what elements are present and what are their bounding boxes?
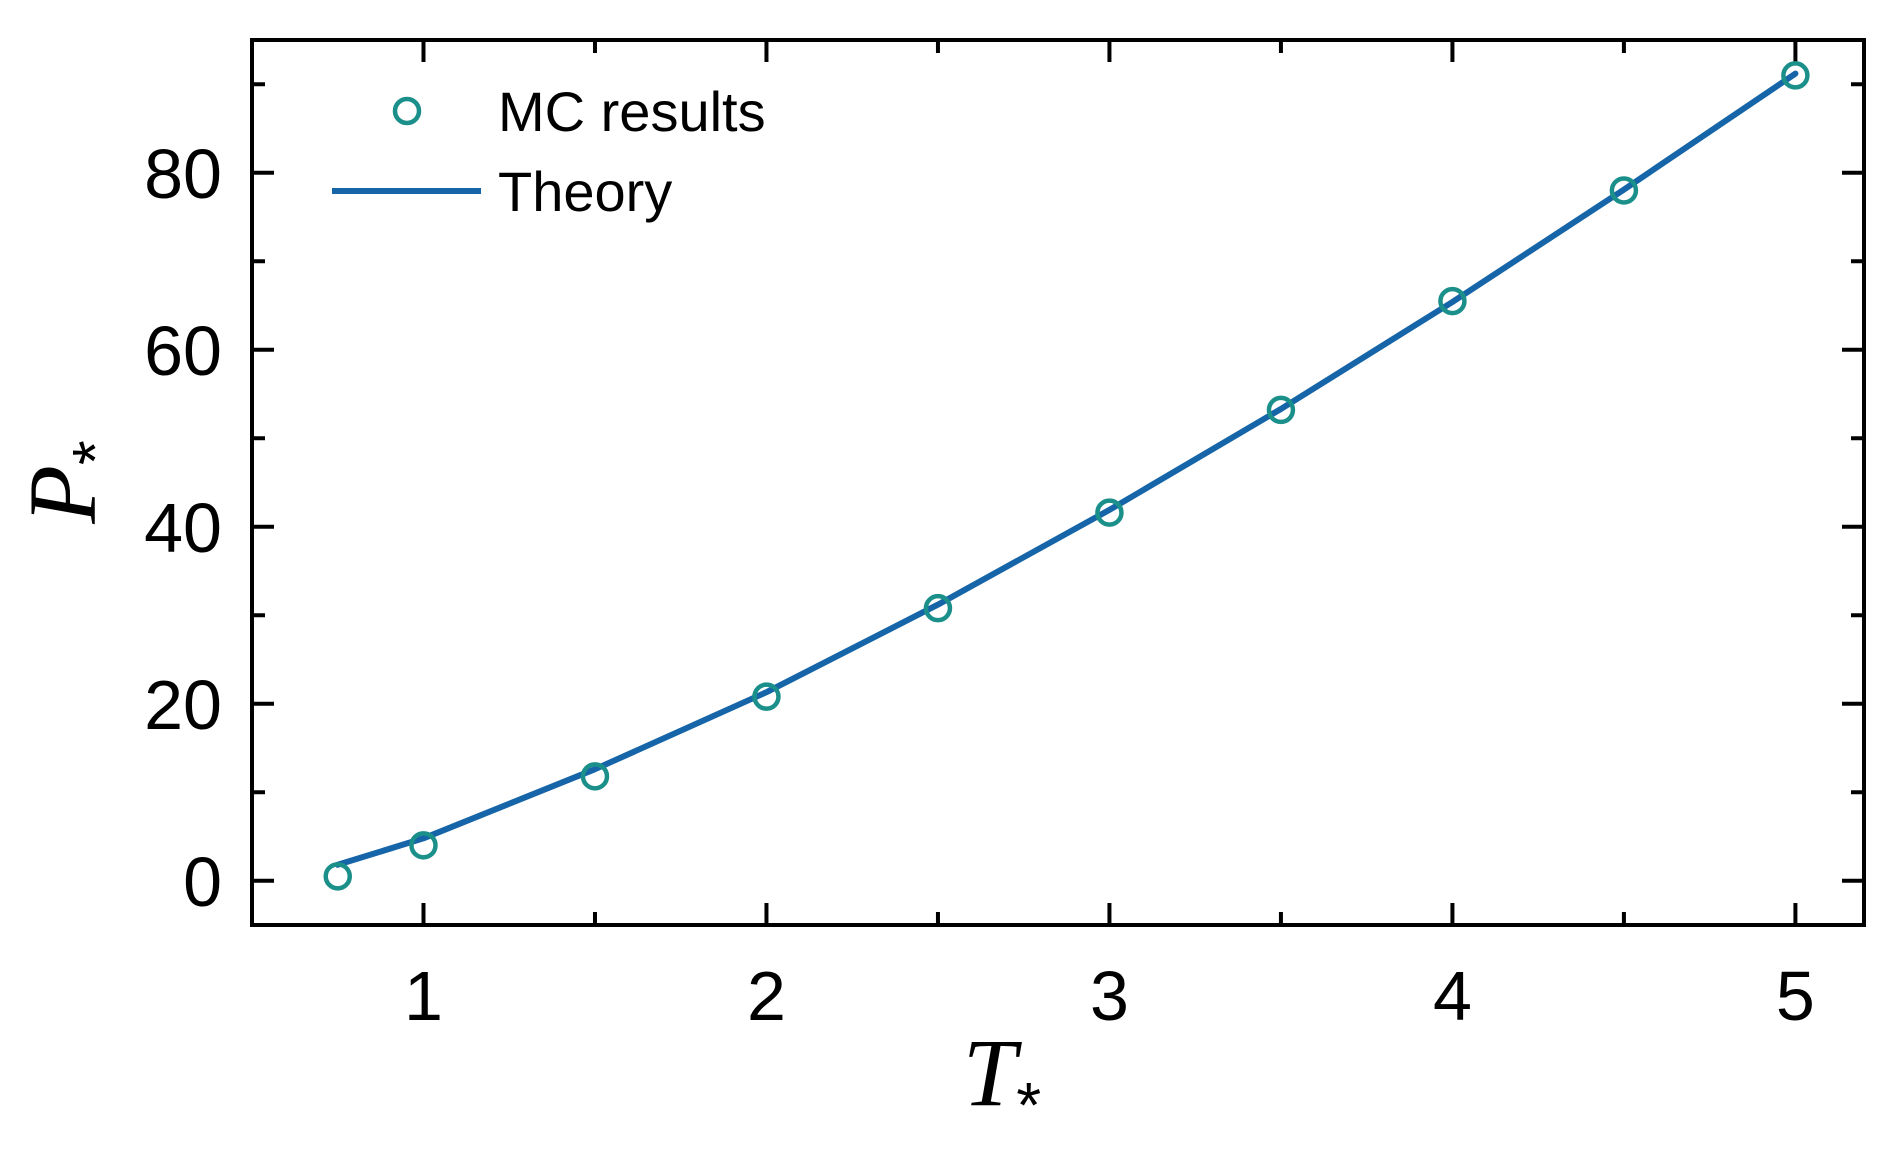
mc-point <box>409 831 438 860</box>
y-tick-label: 20 <box>144 666 222 744</box>
x-tick-label: 1 <box>404 957 443 1035</box>
x-tick-label: 2 <box>747 957 786 1035</box>
y-axis-title: P* <box>9 440 131 525</box>
y-tick-label: 60 <box>144 312 222 390</box>
mc-point <box>1438 286 1467 316</box>
theory-series <box>334 70 1799 868</box>
legend-theory-label: Theory <box>498 160 672 223</box>
y-tick-label: 40 <box>144 489 222 567</box>
mc-point <box>1095 498 1124 527</box>
mc-point <box>923 593 953 623</box>
mc-point <box>1609 176 1639 205</box>
x-tick-label: 4 <box>1433 957 1472 1035</box>
mc-point <box>1266 395 1296 425</box>
x-axis-title: T* <box>963 1019 1041 1141</box>
plot-frame <box>250 38 1866 927</box>
y-tick-label: 80 <box>144 135 222 213</box>
mc-point <box>752 682 781 711</box>
x-axis-title-sub: * <box>1016 1069 1041 1141</box>
x-axis-title-main: T <box>963 1019 1023 1126</box>
mc-point <box>1781 61 1810 90</box>
y-axis-title-main: P <box>9 465 116 525</box>
x-tick-label: 5 <box>1776 957 1815 1035</box>
mc-point <box>323 862 352 891</box>
axis-tick-labels: 1 2 3 4 5 0 20 40 60 80 <box>144 135 1815 1035</box>
legend-mc-label: MC results <box>498 80 766 143</box>
mc-point <box>580 762 610 791</box>
x-tick-label: 3 <box>1090 957 1129 1035</box>
theory-line <box>334 70 1799 868</box>
y-tick-label: 0 <box>183 843 222 921</box>
axis-ticks <box>252 40 1864 925</box>
mc-results-series <box>323 61 1810 891</box>
y-axis-title-sub: * <box>59 440 131 465</box>
legend: MC results Theory <box>332 80 766 223</box>
legend-mc-marker <box>392 96 422 126</box>
